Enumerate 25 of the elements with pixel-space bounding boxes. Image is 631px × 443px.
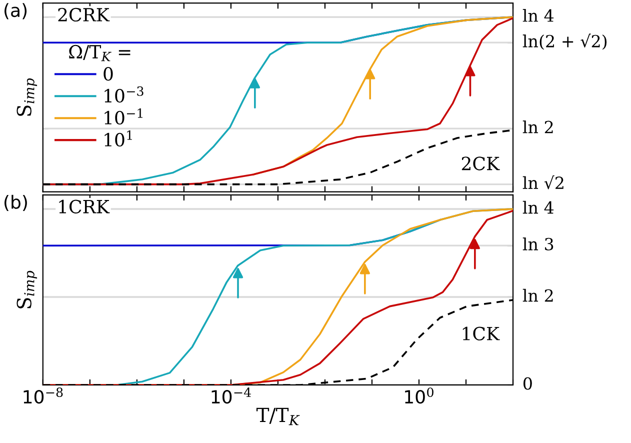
ref-line-label: ln(2 + √2) — [522, 34, 607, 50]
ref-line-label: ln 4 — [522, 200, 554, 214]
y-axis-title: S$_{imp}$ — [16, 270, 38, 308]
text: (b) — [4, 194, 27, 212]
legend-label: 10$^{−1}$ — [104, 108, 142, 125]
annotation: 1CK — [462, 326, 500, 340]
ref-line-label: 0 — [524, 377, 532, 390]
ref-line-label: ln 2 — [522, 288, 553, 302]
legend-title: Ω/T$_{K}$ = — [69, 44, 130, 62]
legend-label: 0 — [104, 67, 113, 81]
ref-line-label: ln √2 — [522, 175, 564, 190]
legend-label: 10$^{1}$ — [104, 130, 132, 147]
annotation: 1CRK — [59, 200, 110, 214]
legend-label: 10$^{−3}$ — [104, 86, 144, 103]
x-tick-label: 10$^{−4}$ — [212, 387, 251, 404]
y-axis-title: S$_{imp}$ — [16, 78, 38, 116]
ref-line-label: ln 2 — [522, 120, 553, 134]
annotation: 2CK — [462, 156, 500, 170]
ref-line-label: ln 3 — [522, 238, 554, 250]
text: (a) — [4, 3, 27, 20]
x-axis-title: T/T$_{K}$ — [256, 408, 300, 426]
annotation: 2CRK — [58, 8, 110, 22]
x-tick-label: 10$^{−8}$ — [24, 387, 63, 404]
ref-line-label: ln 4 — [522, 9, 554, 22]
x-tick-label: 10$^{0}$ — [405, 387, 434, 404]
